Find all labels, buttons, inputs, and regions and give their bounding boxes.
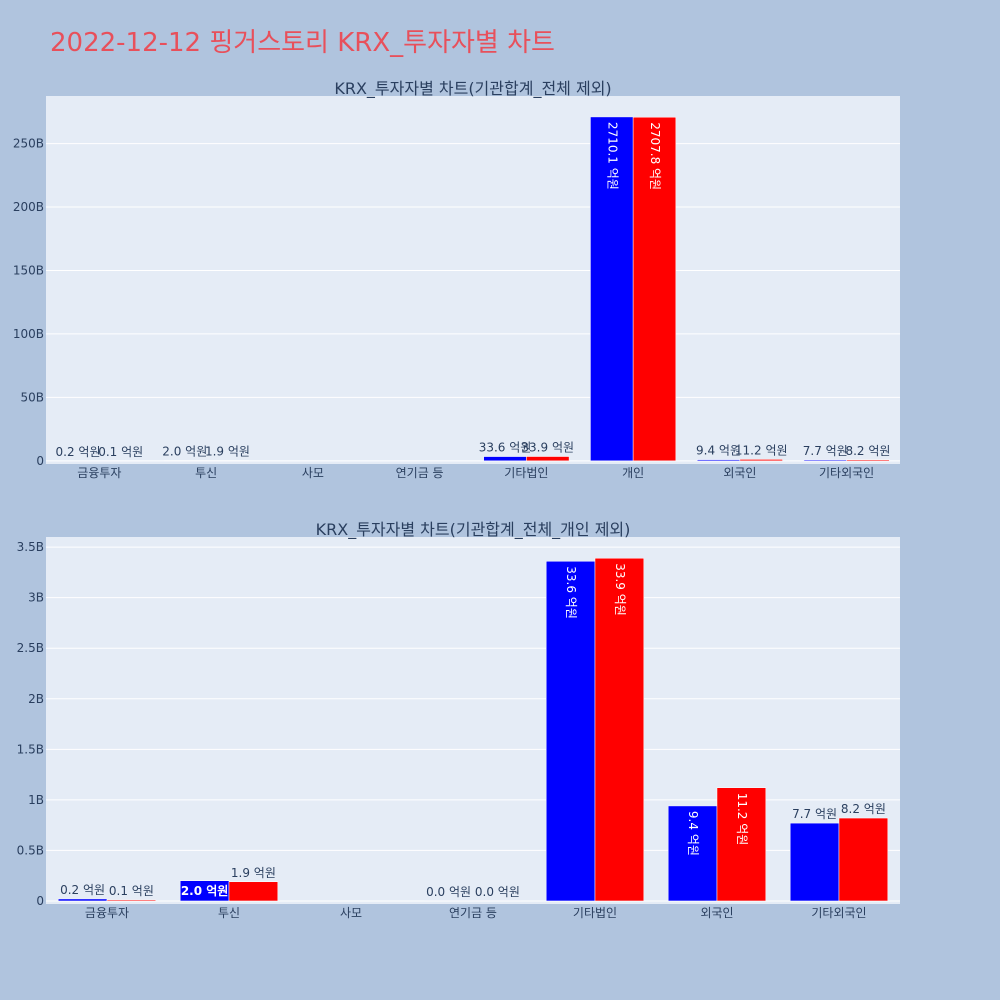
x-tick-label: 외국인 — [723, 466, 756, 480]
bar-sell — [716, 787, 767, 902]
data-label: 33.6 억원 — [564, 566, 578, 619]
bar-sell — [106, 899, 157, 902]
y-tick-label: 1.5B — [17, 742, 44, 756]
chart-top: 0 50B 100B 150B 200B 250B KRX_투자자별 차트(기관합계_전체 … — [13, 79, 900, 480]
data-label: 1.9 억원 — [231, 866, 276, 880]
data-label: 8.2 억원 — [841, 802, 886, 816]
x-tick-label: 투신 — [218, 906, 240, 920]
data-label: 2.0 억원 — [162, 445, 207, 459]
data-label: 7.7 억원 — [792, 807, 837, 821]
data-label: 0.2 억원 — [60, 883, 105, 897]
y-tick-label: 200B — [13, 200, 44, 214]
y-tick-label: 2B — [28, 692, 44, 706]
y-tick-label: 0 — [36, 894, 44, 908]
plot-area — [46, 537, 900, 904]
data-label: 9.4 억원 — [696, 444, 741, 458]
y-tick-label: 0.5B — [17, 843, 44, 857]
data-label: 33.9 억원 — [613, 563, 627, 616]
bar-buy — [789, 822, 840, 902]
x-tick-label: 사모 — [302, 466, 324, 480]
bar-buy — [696, 459, 741, 462]
y-tick-label: 250B — [13, 137, 44, 151]
data-label: 0.2 억원 — [56, 445, 101, 459]
y-tick-label: 1B — [28, 793, 44, 807]
data-label: 1.9 억원 — [205, 445, 250, 459]
bar-buy — [803, 459, 847, 462]
x-tick-label: 기타외국인 — [811, 906, 866, 920]
bar-sell — [846, 459, 890, 462]
x-tick-label: 기타법인 — [504, 466, 548, 480]
x-tick-label: 기타법인 — [573, 906, 617, 920]
bar-sell — [838, 817, 889, 902]
bar-sell — [739, 459, 783, 462]
data-label: 2.0 억원 — [181, 884, 229, 898]
data-label: 0.1 억원 — [109, 884, 154, 898]
y-tick-label: 2.5B — [17, 641, 44, 655]
page-title: 2022-12-12 핑거스토리 KRX_투자자별 차트 — [50, 28, 555, 58]
x-tick-label: 개인 — [622, 466, 644, 480]
bar-buy — [667, 805, 718, 902]
chart-title: KRX_투자자별 차트(기관합계_전체 제외) — [334, 79, 611, 99]
chart-bottom: 0 0.5B 1B 1.5B 2B 2.5B 3B 3.5B KRX_투자자별 차트(기관합계_… — [17, 520, 900, 920]
x-tick-label: 외국인 — [700, 906, 733, 920]
data-label: 33.6 억원 — [479, 441, 532, 455]
data-label: 7.7 억원 — [803, 444, 848, 458]
bar-buy — [590, 116, 634, 462]
chart-title: KRX_투자자별 차트(기관합계_전체_개인 제외) — [316, 520, 631, 540]
bar-buy — [483, 456, 527, 462]
bar-sell — [632, 116, 677, 462]
x-tick-label: 연기금 등 — [449, 906, 497, 920]
y-tick-label: 100B — [13, 327, 44, 341]
data-label: 9.4 억원 — [686, 811, 700, 856]
x-tick-label: 금융투자 — [77, 466, 121, 480]
y-tick-label: 50B — [20, 390, 44, 404]
x-tick-label: 기타외국인 — [819, 466, 874, 480]
bar-buy — [57, 898, 108, 902]
data-label: 8.2 억원 — [845, 444, 890, 458]
data-label: 0.0 억원 — [475, 885, 520, 899]
x-tick-label: 연기금 등 — [396, 466, 444, 480]
data-label: 33.9 억원 — [521, 441, 574, 455]
data-label: 2707.8 억원 — [648, 122, 662, 190]
data-label: 2710.1 억원 — [605, 122, 619, 190]
bar-sell — [228, 881, 279, 902]
x-tick-label: 사모 — [340, 906, 362, 920]
bar-buy — [545, 561, 596, 902]
plot-area — [46, 96, 900, 464]
data-label: 11.2 억원 — [735, 793, 749, 846]
x-tick-label: 투신 — [195, 466, 217, 480]
data-label: 0.0 억원 — [426, 885, 471, 899]
y-tick-label: 3B — [28, 591, 44, 605]
bar-sell — [526, 456, 570, 462]
y-tick-label: 0 — [36, 454, 44, 468]
y-tick-label: 3.5B — [17, 540, 44, 554]
bar-sell — [594, 557, 645, 902]
y-tick-label: 150B — [13, 263, 44, 277]
x-tick-label: 금융투자 — [85, 906, 129, 920]
data-label: 11.2 억원 — [735, 443, 788, 457]
data-label: 0.1 억원 — [98, 445, 143, 459]
